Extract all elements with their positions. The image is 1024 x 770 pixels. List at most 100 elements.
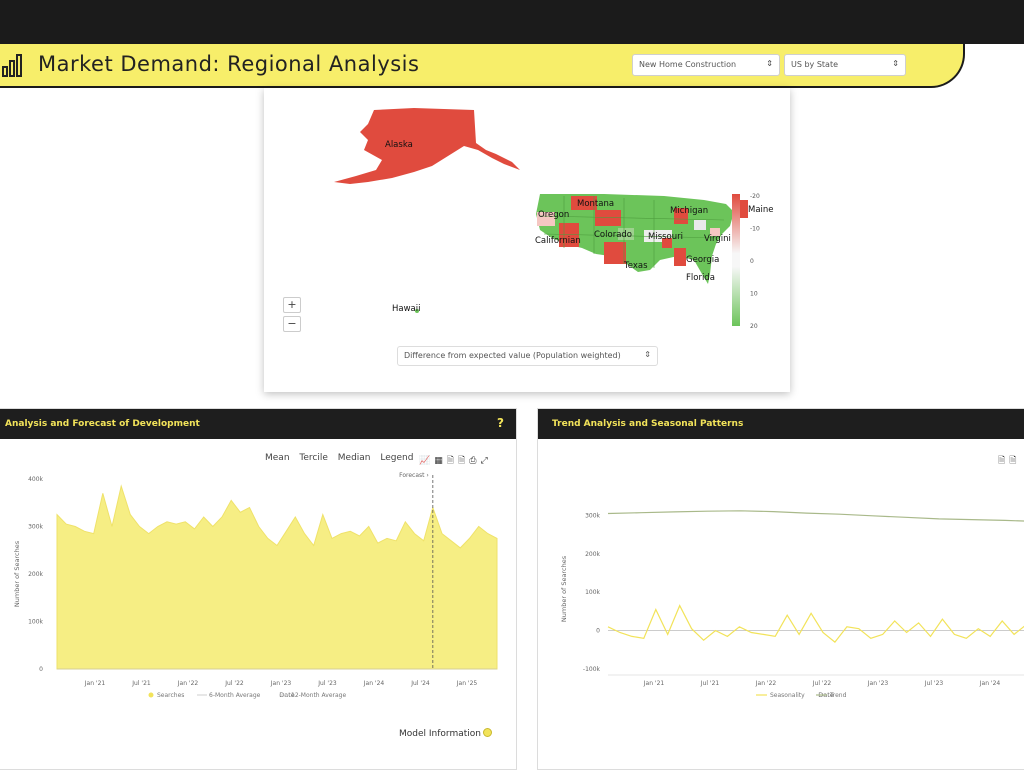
colorbar-tick: 20 (750, 323, 758, 330)
pdf-file-icon[interactable]: 🗎 (1009, 456, 1017, 466)
page-header: Market Demand: Regional Analysis New Hom… (0, 44, 965, 88)
state-shape-alaska[interactable] (334, 108, 520, 184)
legend-entry: Seasonality (770, 692, 805, 699)
seasonality-series-line (607, 604, 1024, 643)
state-label-florida: Florida (686, 273, 715, 283)
y-tick-label: 300k (28, 524, 43, 531)
y-axis-label: Number of Searches (13, 540, 21, 607)
region-select[interactable]: US by State ⇕ (784, 54, 906, 76)
toolbar-tercile-toggle[interactable]: Tercile (299, 453, 328, 463)
select-caret-icon: ⇕ (644, 350, 651, 359)
x-tick-label: Jan '21 (84, 680, 106, 687)
region-select-value: US by State (791, 60, 839, 69)
colorbar-tick: 0 (750, 258, 754, 265)
x-tick-label: Jan '25 (456, 680, 478, 687)
x-tick-label: Jul '22 (224, 680, 244, 687)
help-icon[interactable]: ? (497, 416, 504, 430)
chart-export-tools: 📈 ▦ 🗎 🗎 ⎙ ⤢ (415, 453, 488, 469)
color-scale-bar (732, 194, 740, 326)
map-metric-value: Difference from expected value (Populati… (404, 351, 621, 360)
toolbar-legend-toggle[interactable]: Legend (380, 453, 414, 463)
x-tick-label: Jan '23 (867, 680, 889, 687)
toolbar-median-toggle[interactable]: Median (337, 453, 371, 463)
x-tick-label: Jan '21 (643, 680, 665, 687)
state-label-missouri: Missouri (648, 232, 683, 242)
csv-file-icon[interactable]: 🗎 (446, 456, 454, 466)
legend-entry: Searches (157, 692, 184, 699)
colorbar-tick: -20 (750, 193, 760, 200)
x-tick-label: Jul '22 (812, 680, 832, 687)
y-tick-label: 100k (28, 619, 43, 626)
state-label-colorado: Colorado (594, 230, 632, 240)
choropleth-map-card: -20 -10 0 10 20 Alaska Hawaii Montana Oregon Cal… (264, 88, 790, 392)
contiguous-states[interactable] (536, 194, 748, 284)
state-label-texas: Texas (623, 261, 648, 271)
x-tick-label: Jul '21 (131, 680, 151, 687)
pdf-file-icon[interactable]: 🗎 (457, 456, 466, 466)
colorbar-tick: 10 (750, 291, 758, 298)
bar-chart-icon (2, 54, 22, 77)
x-tick-label: Jan '23 (270, 680, 292, 687)
y-tick-label: 200k (28, 571, 43, 578)
legend-marker (148, 692, 154, 698)
trend-panel-title: Trend Analysis and Seasonal Patterns (552, 419, 744, 429)
forecast-panel: Analysis and Forecast of Development ? M… (0, 408, 517, 770)
us-state-map[interactable]: -20 -10 0 10 20 Alaska Hawaii Montana Oregon Cal… (264, 88, 790, 392)
trend-line-chart: -100k 0 100k 200k 300k Jan '21 Jul '21 Jan '22 J… (560, 510, 1024, 699)
x-tick-label: Jul '23 (317, 680, 337, 687)
industry-select-value: New Home Construction (639, 60, 737, 69)
state-shape-hawaii[interactable] (415, 309, 419, 313)
state-labels: Alaska Hawaii Montana Oregon Californian Colo… (385, 140, 774, 314)
y-tick-label: 0 (39, 666, 43, 673)
searches-area-series (56, 484, 498, 670)
forecast-panel-title: Analysis and Forecast of Development (5, 419, 200, 429)
x-tick-label: Jul '21 (700, 680, 720, 687)
trend-panel-header: Trend Analysis and Seasonal Patterns (538, 409, 1024, 439)
forecast-label: Forecast › (399, 472, 429, 479)
state-label-montana: Montana (577, 199, 614, 209)
zoom-out-button[interactable]: − (283, 316, 301, 332)
state-label-californian: Californian (535, 236, 581, 246)
forecast-panel-header: Analysis and Forecast of Development ? (0, 409, 516, 439)
table-icon[interactable]: ▦ (434, 456, 443, 466)
model-information-link[interactable]: Model Information (399, 728, 492, 739)
chart-toolbar: Mean Tercile Median Legend (265, 453, 420, 463)
colorbar-tick: -10 (750, 226, 760, 233)
zoom-in-button[interactable]: + (283, 297, 301, 313)
map-metric-select[interactable]: Difference from expected value (Populati… (397, 346, 658, 366)
y-tick-label: 100k (585, 589, 600, 596)
fullscreen-icon[interactable]: ⤢ (480, 456, 488, 466)
legend-entry: Trend (829, 692, 847, 699)
state-label-alaska: Alaska (385, 140, 413, 150)
x-tick-label: Jan '22 (755, 680, 777, 687)
trend-series-line (607, 510, 1024, 522)
state-label-virgini: Virgini (704, 234, 731, 244)
print-icon[interactable]: ⎙ (469, 456, 477, 466)
y-axis-label: Number of Searches (560, 555, 568, 622)
info-dot-icon (482, 728, 492, 737)
y-tick-label: -100k (583, 666, 601, 673)
y-tick-label: 300k (585, 512, 600, 519)
x-tick-label: Jul '24 (410, 680, 430, 687)
y-tick-label: 200k (585, 551, 600, 558)
state-label-oregon: Oregon (538, 210, 569, 220)
state-label-georgia: Georgia (686, 255, 719, 265)
forecast-area-chart: 0 100k 200k 300k 400k Forecast › Jan '21 Jul '2… (13, 472, 498, 699)
x-tick-label: Jan '22 (177, 680, 199, 687)
industry-select[interactable]: New Home Construction ⇕ (632, 54, 780, 76)
state-label-michigan: Michigan (670, 206, 708, 216)
model-information-label: Model Information (399, 729, 481, 739)
color-scale-ticks: -20 -10 0 10 20 (750, 193, 760, 330)
csv-file-icon[interactable]: 🗎 (998, 456, 1006, 466)
select-caret-icon: ⇕ (892, 59, 899, 68)
line-chart-icon[interactable]: 📈 (419, 456, 431, 466)
x-tick-label: Jan '24 (363, 680, 385, 687)
y-tick-label: 400k (28, 476, 43, 483)
x-tick-label: Jan '24 (979, 680, 1001, 687)
y-tick-label: 0 (596, 628, 600, 635)
top-navigation-bar (0, 0, 1024, 44)
state-label-maine: Maine (748, 205, 774, 215)
legend-entry: 6-Month Average (209, 692, 261, 699)
trend-export-tools: 🗎 🗎 (994, 453, 1017, 469)
toolbar-mean-toggle[interactable]: Mean (265, 453, 290, 463)
